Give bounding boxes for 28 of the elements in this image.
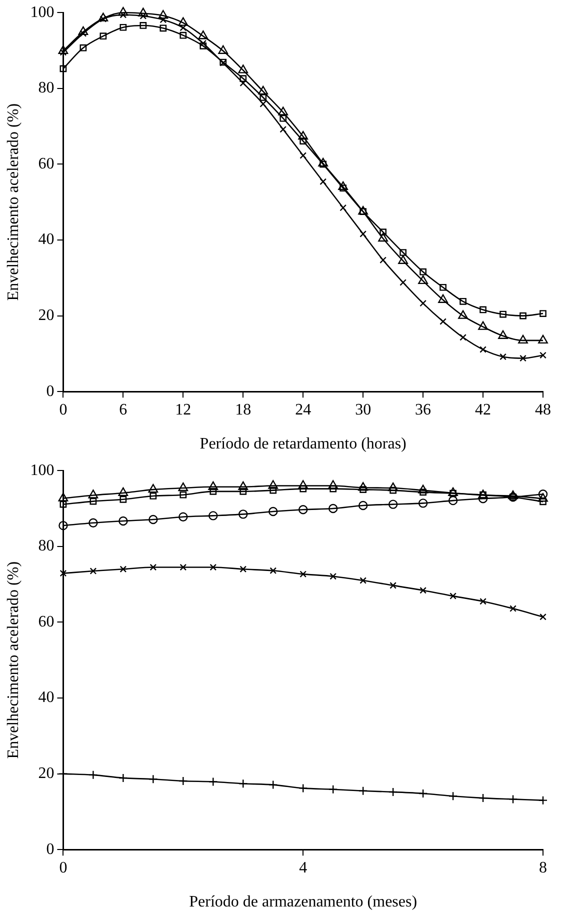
x-axis-title: Período de retardamento (horas) (200, 436, 406, 453)
y-tick-label: 60 (38, 613, 54, 630)
x-tick-label: 24 (295, 401, 312, 418)
y-tick-label: 40 (38, 689, 54, 706)
y-tick-label: 40 (38, 231, 54, 248)
x-tick-label: 6 (119, 401, 128, 418)
x-tick-label: 18 (235, 401, 252, 418)
x-tick-label: 0 (59, 859, 68, 876)
y-tick-label: 20 (38, 765, 54, 782)
y-tick-label: 20 (38, 307, 54, 324)
x-axis-title: Período de armazenamento (meses) (189, 894, 418, 911)
y-tick-label: 100 (30, 462, 54, 479)
x-tick-label: 48 (535, 401, 551, 418)
x-tick-label: 4 (299, 859, 308, 876)
y-axis-title: Envelhecimento acelerado (%) (4, 103, 22, 301)
x-tick-label: 12 (175, 401, 192, 418)
y-tick-label: 80 (38, 80, 54, 97)
y-tick-label: 60 (38, 155, 54, 172)
x-tick-label: 0 (59, 401, 68, 418)
x-tick-label: 42 (475, 401, 492, 418)
y-tick-label: 0 (46, 840, 54, 858)
x-tick-label: 8 (539, 859, 547, 876)
y-tick-label: 100 (30, 4, 54, 21)
x-tick-label: 36 (415, 401, 432, 418)
y-tick-label: 80 (38, 538, 54, 555)
y-tick-label: 0 (46, 382, 54, 400)
x-tick-label: 30 (355, 401, 372, 418)
y-axis-title: Envelhecimento acelerado (%) (4, 561, 22, 759)
